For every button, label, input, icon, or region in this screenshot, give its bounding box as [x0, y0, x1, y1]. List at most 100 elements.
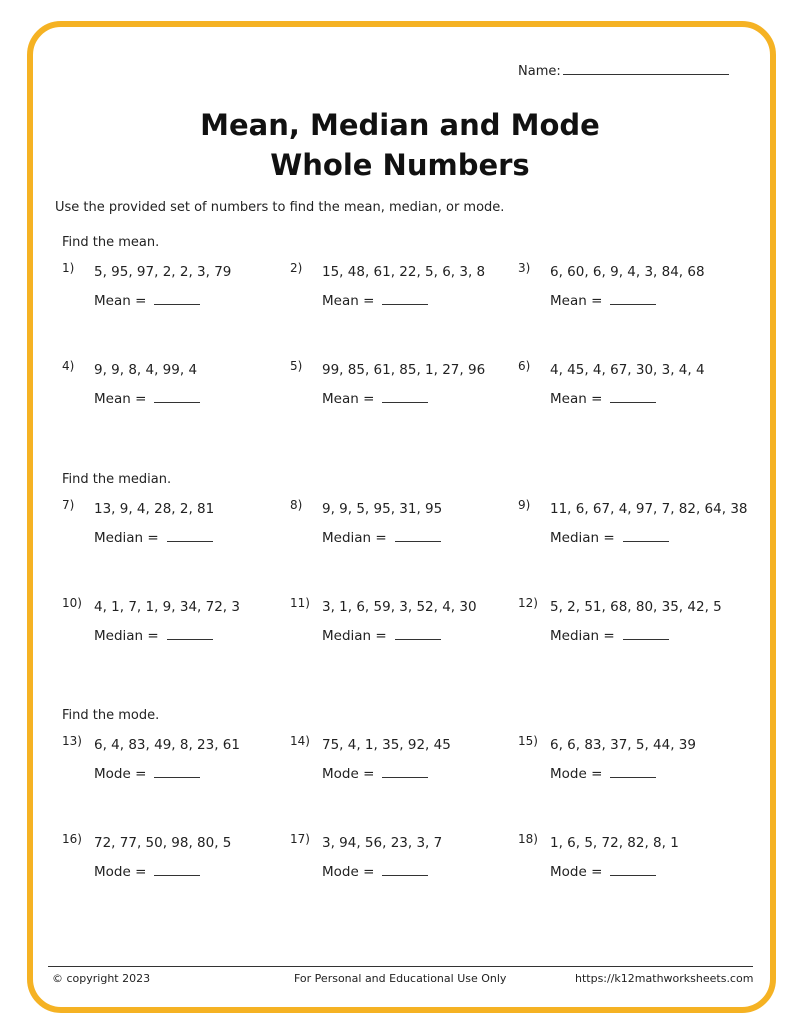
- problem-values: 5, 95, 97, 2, 2, 3, 79: [94, 264, 232, 280]
- problem-values: 9, 9, 5, 95, 31, 95: [322, 501, 443, 517]
- answer-line: Median =: [550, 527, 669, 546]
- problem-number: 4): [62, 359, 75, 373]
- problem-values: 4, 1, 7, 1, 9, 34, 72, 3: [94, 599, 240, 615]
- answer-line: Mean =: [550, 290, 657, 309]
- problem-values: 3, 94, 56, 23, 3, 7: [322, 835, 443, 851]
- problem-number: 10): [62, 596, 82, 610]
- problem-values: 3, 1, 6, 59, 3, 52, 4, 30: [322, 599, 477, 615]
- section-label: Find the mean.: [62, 235, 160, 250]
- footer-url[interactable]: https://k12mathworksheets.com: [575, 972, 754, 985]
- answer-line: Mode =: [550, 861, 657, 880]
- answer-line: Mean =: [94, 290, 201, 309]
- footer-usage: For Personal and Educational Use Only: [294, 972, 507, 985]
- problem-values: 72, 77, 50, 98, 80, 5: [94, 835, 232, 851]
- answer-line: Median =: [94, 527, 213, 546]
- answer-blank[interactable]: [154, 290, 201, 305]
- problem-number: 16): [62, 832, 82, 846]
- problem-values: 15, 48, 61, 22, 5, 6, 3, 8: [322, 264, 486, 280]
- title-line-1: Mean, Median and Mode: [200, 108, 600, 142]
- answer-line: Median =: [322, 527, 441, 546]
- answer-line: Mode =: [322, 861, 429, 880]
- answer-blank[interactable]: [382, 290, 429, 305]
- answer-line: Mode =: [550, 763, 657, 782]
- problem-values: 13, 9, 4, 28, 2, 81: [94, 501, 215, 517]
- answer-label: Median =: [94, 628, 159, 644]
- answer-label: Median =: [94, 530, 159, 546]
- answer-label: Mean =: [322, 391, 375, 407]
- answer-line: Mean =: [322, 290, 429, 309]
- answer-blank[interactable]: [382, 763, 429, 778]
- answer-label: Mode =: [550, 864, 603, 880]
- problem-values: 6, 60, 6, 9, 4, 3, 84, 68: [550, 264, 705, 280]
- problem-number: 2): [290, 261, 303, 275]
- instructions: Use the provided set of numbers to find …: [55, 200, 505, 215]
- answer-label: Median =: [550, 530, 615, 546]
- answer-blank[interactable]: [394, 527, 441, 542]
- problem-number: 11): [290, 596, 310, 610]
- problem-values: 99, 85, 61, 85, 1, 27, 96: [322, 362, 486, 378]
- answer-blank[interactable]: [154, 388, 201, 403]
- answer-line: Median =: [550, 625, 669, 644]
- answer-blank[interactable]: [610, 861, 657, 876]
- problem-number: 7): [62, 498, 75, 512]
- answer-label: Median =: [322, 628, 387, 644]
- answer-line: Mean =: [322, 388, 429, 407]
- answer-blank[interactable]: [622, 527, 669, 542]
- answer-blank[interactable]: [166, 625, 213, 640]
- answer-label: Mode =: [322, 864, 375, 880]
- problem-values: 6, 6, 83, 37, 5, 44, 39: [550, 737, 696, 753]
- answer-line: Mode =: [322, 763, 429, 782]
- problem-values: 4, 45, 4, 67, 30, 3, 4, 4: [550, 362, 705, 378]
- problem-number: 6): [518, 359, 531, 373]
- problem-values: 11, 6, 67, 4, 97, 7, 82, 64, 38: [550, 501, 748, 517]
- name-label: Name:: [518, 64, 561, 79]
- answer-label: Mode =: [94, 766, 147, 782]
- answer-label: Median =: [550, 628, 615, 644]
- problem-number: 18): [518, 832, 538, 846]
- answer-line: Mode =: [94, 861, 201, 880]
- answer-blank[interactable]: [154, 763, 201, 778]
- answer-line: Mode =: [94, 763, 201, 782]
- name-blank[interactable]: [562, 62, 729, 75]
- answer-blank[interactable]: [394, 625, 441, 640]
- problem-values: 5, 2, 51, 68, 80, 35, 42, 5: [550, 599, 722, 615]
- answer-label: Mode =: [94, 864, 147, 880]
- answer-label: Mean =: [94, 293, 147, 309]
- answer-blank[interactable]: [610, 388, 657, 403]
- problem-number: 14): [290, 734, 310, 748]
- answer-blank[interactable]: [166, 527, 213, 542]
- answer-blank[interactable]: [382, 388, 429, 403]
- answer-blank[interactable]: [610, 763, 657, 778]
- problem-number: 1): [62, 261, 75, 275]
- section-label: Find the median.: [62, 472, 172, 487]
- answer-blank[interactable]: [622, 625, 669, 640]
- problem-values: 75, 4, 1, 35, 92, 45: [322, 737, 451, 753]
- answer-blank[interactable]: [610, 290, 657, 305]
- problem-values: 1, 6, 5, 72, 82, 8, 1: [550, 835, 679, 851]
- title-line-2: Whole Numbers: [270, 148, 530, 182]
- answer-label: Mean =: [550, 293, 603, 309]
- problem-number: 8): [290, 498, 303, 512]
- answer-label: Mode =: [550, 766, 603, 782]
- footer-divider: [48, 966, 753, 967]
- section-label: Find the mode.: [62, 708, 160, 723]
- answer-line: Median =: [94, 625, 213, 644]
- answer-label: Mean =: [94, 391, 147, 407]
- answer-line: Mean =: [94, 388, 201, 407]
- answer-label: Mode =: [322, 766, 375, 782]
- answer-blank[interactable]: [154, 861, 201, 876]
- answer-line: Mean =: [550, 388, 657, 407]
- problem-number: 3): [518, 261, 531, 275]
- page-border: [27, 21, 776, 1013]
- problem-values: 6, 4, 83, 49, 8, 23, 61: [94, 737, 240, 753]
- answer-line: Median =: [322, 625, 441, 644]
- problem-number: 9): [518, 498, 531, 512]
- footer-copyright: © copyright 2023: [52, 972, 151, 985]
- answer-label: Mean =: [322, 293, 375, 309]
- answer-label: Mean =: [550, 391, 603, 407]
- name-field: Name:: [518, 62, 729, 79]
- problem-number: 15): [518, 734, 538, 748]
- answer-label: Median =: [322, 530, 387, 546]
- problem-number: 5): [290, 359, 303, 373]
- answer-blank[interactable]: [382, 861, 429, 876]
